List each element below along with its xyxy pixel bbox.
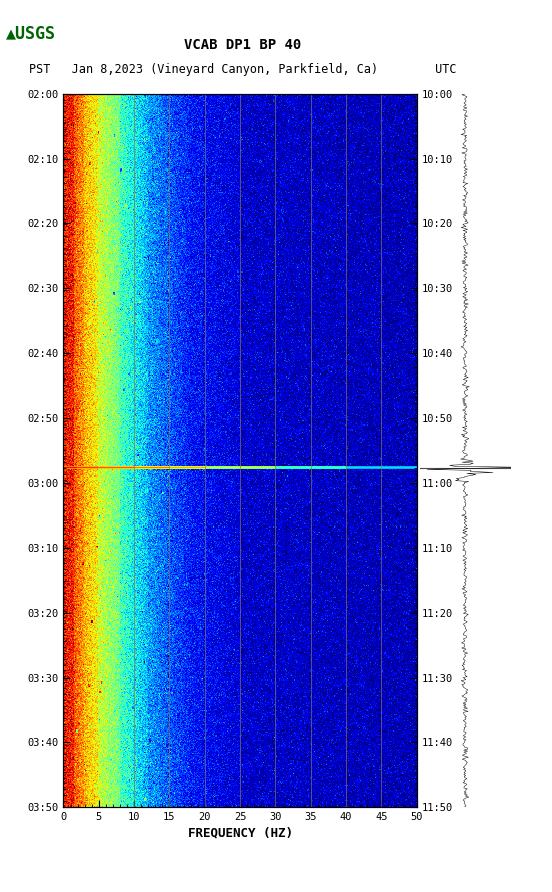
- Text: VCAB DP1 BP 40: VCAB DP1 BP 40: [184, 37, 301, 52]
- Text: ▲USGS: ▲USGS: [6, 24, 56, 43]
- X-axis label: FREQUENCY (HZ): FREQUENCY (HZ): [188, 826, 293, 839]
- Text: PST   Jan 8,2023 (Vineyard Canyon, Parkfield, Ca)        UTC: PST Jan 8,2023 (Vineyard Canyon, Parkfie…: [29, 62, 457, 76]
